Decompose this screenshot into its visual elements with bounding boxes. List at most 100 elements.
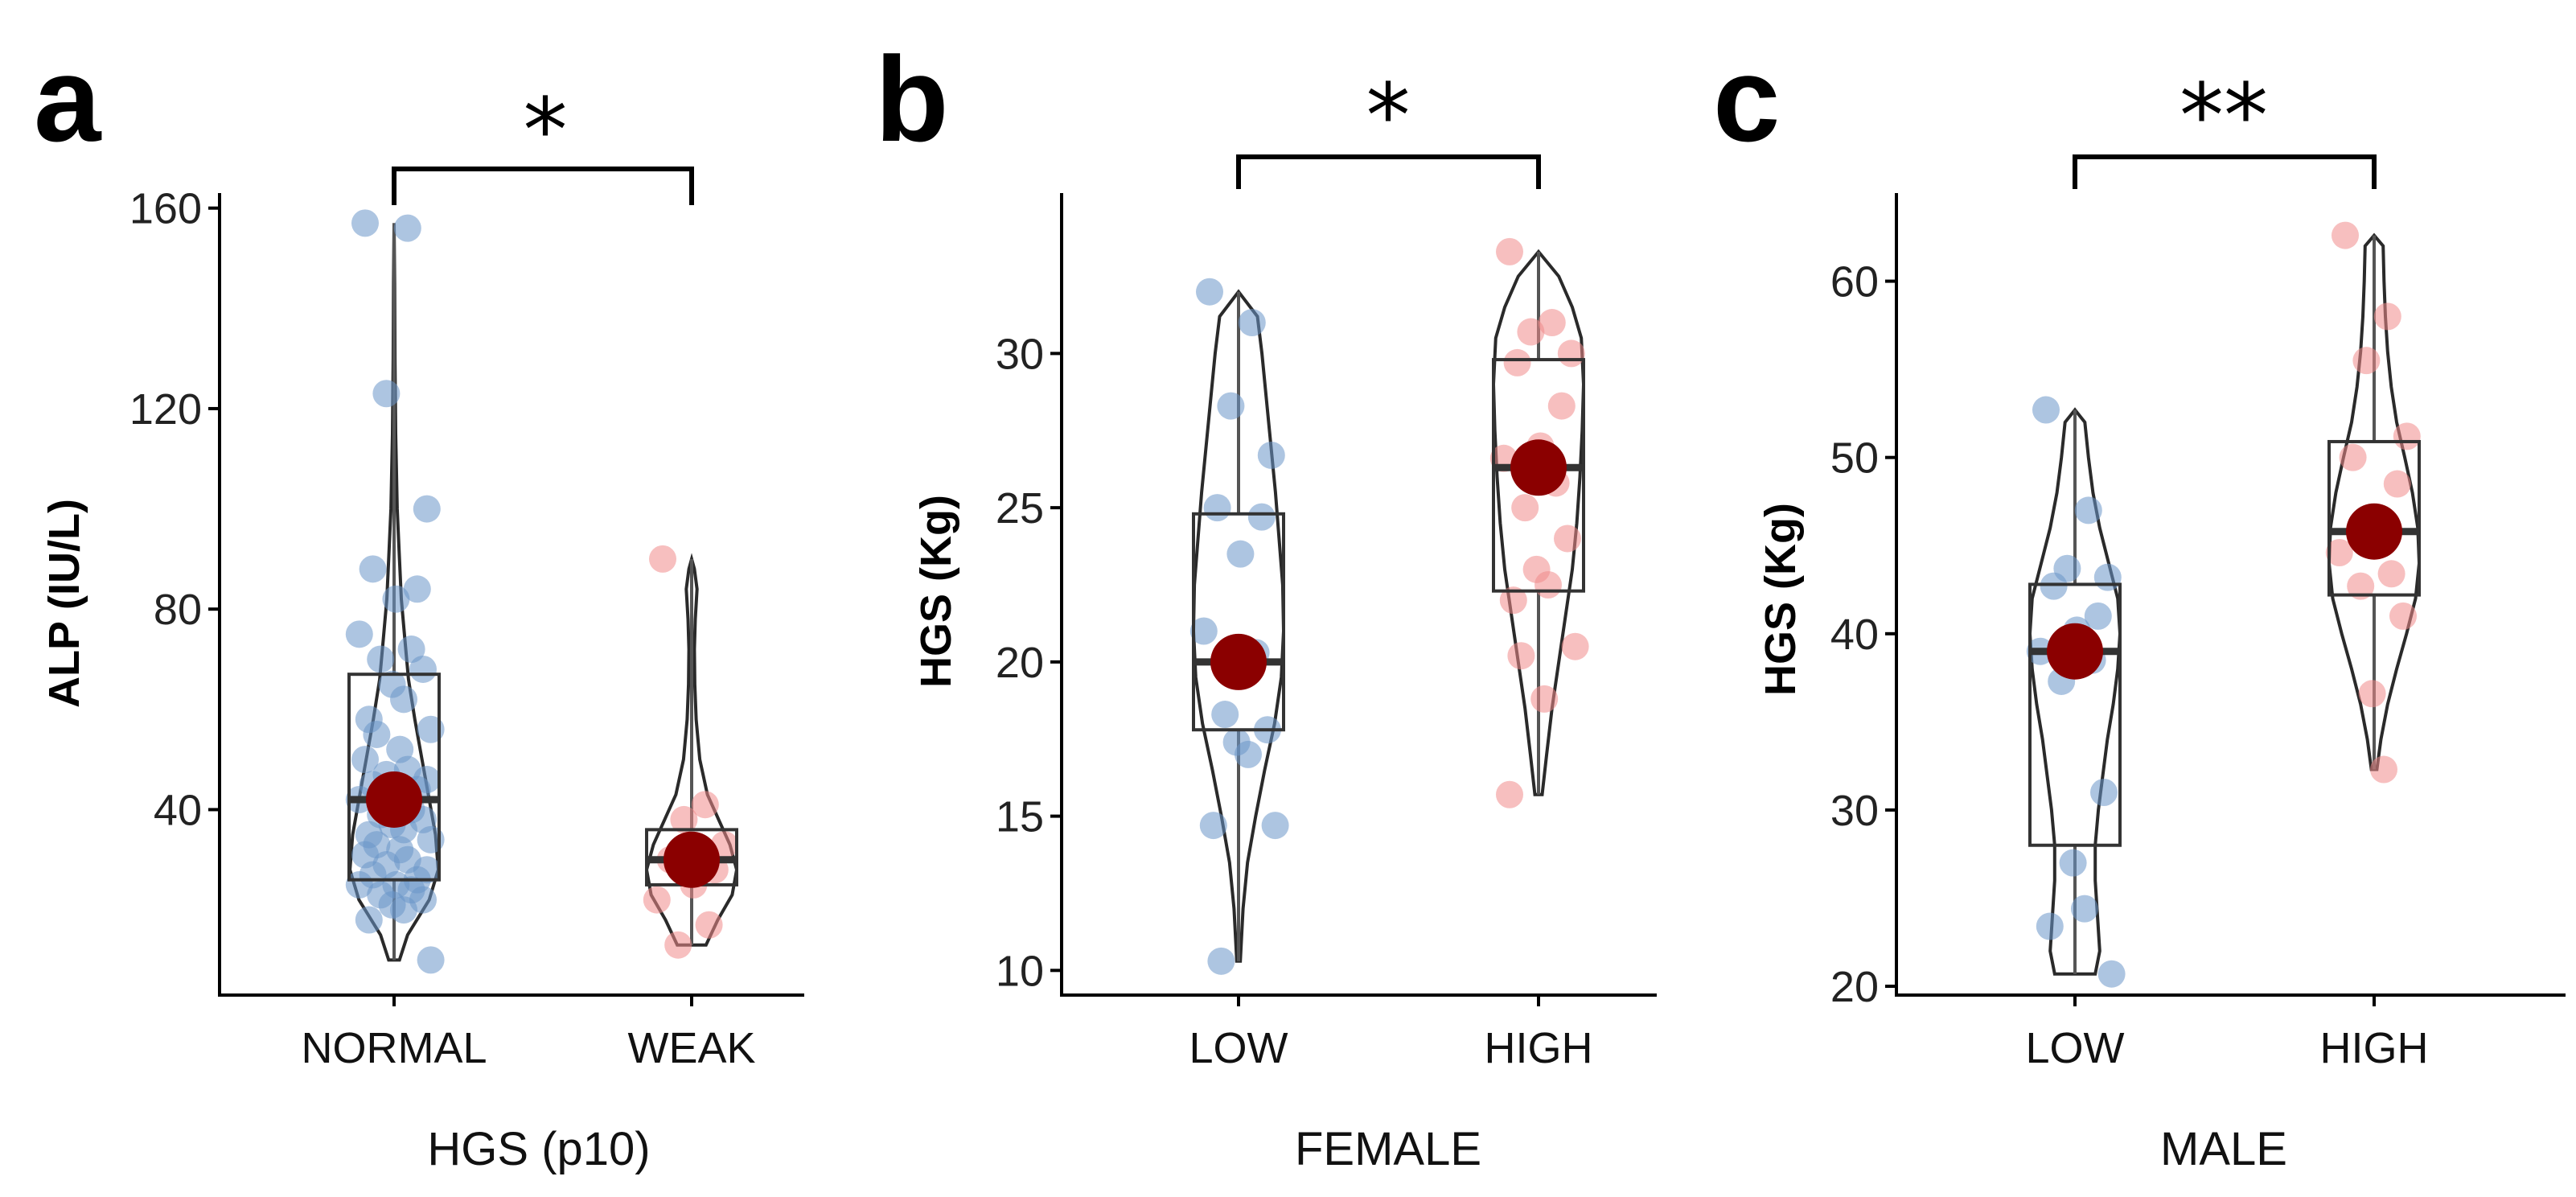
data-point — [1496, 780, 1523, 808]
data-point — [2084, 602, 2112, 630]
significance-bracket — [392, 167, 694, 205]
data-point — [1203, 494, 1231, 522]
data-point — [2339, 443, 2367, 471]
data-point — [1247, 503, 1276, 531]
data-point — [2093, 563, 2122, 591]
data-point — [1538, 309, 1566, 337]
y-tick-label: 160 — [129, 185, 202, 233]
data-point — [390, 685, 417, 714]
data-point — [363, 720, 391, 748]
box-low — [1192, 512, 1285, 732]
y-tick-label: 80 — [154, 586, 202, 634]
x-tick-label: LOW — [2025, 1024, 2124, 1072]
data-point — [351, 209, 379, 237]
data-point — [2071, 895, 2098, 923]
violin-high — [2327, 232, 2422, 771]
data-point — [345, 870, 373, 899]
y-tick-label: 30 — [996, 330, 1044, 378]
data-point — [1507, 642, 1535, 670]
data-point — [2332, 221, 2359, 249]
data-point — [393, 214, 421, 242]
data-point — [367, 645, 395, 673]
box-high — [2327, 439, 2421, 597]
data-point — [2032, 396, 2060, 424]
violin-low — [1191, 289, 1286, 963]
y-tick-label: 15 — [996, 793, 1044, 841]
data-point — [413, 495, 441, 523]
data-point — [2074, 496, 2102, 524]
y-tick-label: 30 — [1830, 787, 1879, 835]
y-tick-label: 20 — [1830, 963, 1879, 1011]
data-point — [2325, 539, 2353, 567]
data-point — [643, 886, 671, 914]
data-point — [1557, 339, 1585, 368]
data-point — [2059, 849, 2087, 877]
y-tick-label: 20 — [996, 639, 1044, 687]
data-point — [2358, 680, 2386, 708]
data-point — [355, 906, 383, 934]
panel-a-xlabel: HGS (p10) — [427, 1123, 650, 1175]
x-tick-label: HIGH — [1485, 1024, 1593, 1072]
data-point — [2370, 755, 2397, 784]
panel-c: c ** MALE HGS (Kg) 20 30 40 50 60 LOW HIGH — [1713, 31, 2566, 1175]
data-point — [2040, 572, 2068, 600]
y-tick-label: 120 — [129, 385, 202, 434]
data-point — [691, 791, 719, 819]
data-point — [2090, 779, 2118, 807]
mean-marker — [2047, 623, 2103, 680]
data-point — [1189, 617, 1218, 645]
data-point — [359, 555, 387, 583]
y-tick-label: 40 — [1830, 611, 1879, 659]
data-point — [1238, 309, 1266, 337]
y-tick-label: 10 — [996, 947, 1044, 995]
data-point — [382, 585, 410, 613]
box-low — [2028, 582, 2122, 847]
data-point — [1211, 701, 1239, 729]
mean-marker — [2346, 503, 2402, 560]
data-point — [1217, 392, 1245, 420]
data-point — [390, 896, 417, 924]
panel-a-ylabel: ALP (IU/L) — [40, 499, 88, 708]
data-point — [2383, 470, 2411, 498]
panel-c-letter: c — [1713, 31, 1780, 167]
x-tick-label: NORMAL — [301, 1024, 487, 1072]
x-tick-label: LOW — [1189, 1024, 1288, 1072]
data-point — [2036, 912, 2064, 940]
y-tick-label: 40 — [154, 786, 202, 834]
panel-b-xlabel: FEMALE — [1295, 1123, 1481, 1175]
panel-c-significance: ** — [2180, 64, 2268, 167]
panel-c-xlabel: MALE — [2160, 1123, 2287, 1175]
axis-lines — [218, 193, 804, 997]
box-high — [1492, 358, 1585, 593]
box-normal — [347, 673, 441, 882]
data-point — [345, 620, 373, 648]
data-point — [664, 931, 692, 959]
data-point — [2377, 560, 2405, 588]
axis-lines — [1895, 193, 2566, 997]
data-point — [1517, 318, 1545, 346]
panel-b-ylabel: HGS (Kg) — [912, 495, 960, 688]
data-point — [1535, 570, 1562, 598]
panel-b-significance: * — [1366, 64, 1411, 167]
data-point — [670, 805, 698, 833]
data-point — [1554, 524, 1581, 553]
panel-b: b * FEMALE HGS (Kg) 10 15 20 25 30 LOW HIGH — [875, 31, 1657, 1175]
data-point — [649, 545, 676, 573]
panel-a-letter: a — [34, 31, 102, 167]
data-point — [2347, 572, 2375, 600]
data-point — [1499, 586, 1527, 615]
axis-lines — [1060, 193, 1657, 997]
data-point — [397, 636, 425, 664]
data-point — [403, 575, 431, 603]
data-point — [417, 946, 445, 974]
data-point — [1530, 685, 1559, 713]
data-point — [2373, 302, 2401, 331]
data-point — [1207, 947, 1235, 975]
mean-marker — [664, 831, 720, 888]
panel-b-letter: b — [875, 31, 949, 167]
data-point — [695, 911, 723, 939]
data-point — [409, 655, 437, 683]
data-point — [1511, 494, 1539, 522]
data-point — [2352, 347, 2381, 375]
